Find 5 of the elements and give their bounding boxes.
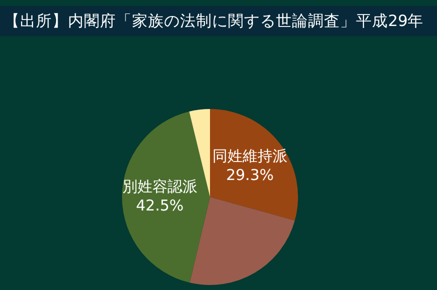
slice-label: 別姓容認派 <box>122 178 198 196</box>
data-label: 29.3% <box>226 166 274 184</box>
data-label: 42.5% <box>136 196 184 215</box>
chart-title: 【出所】内閣府「家族の法制に関する世論調査」平成29年 <box>0 6 437 36</box>
slice-label: 同姓維持派 <box>212 147 288 166</box>
